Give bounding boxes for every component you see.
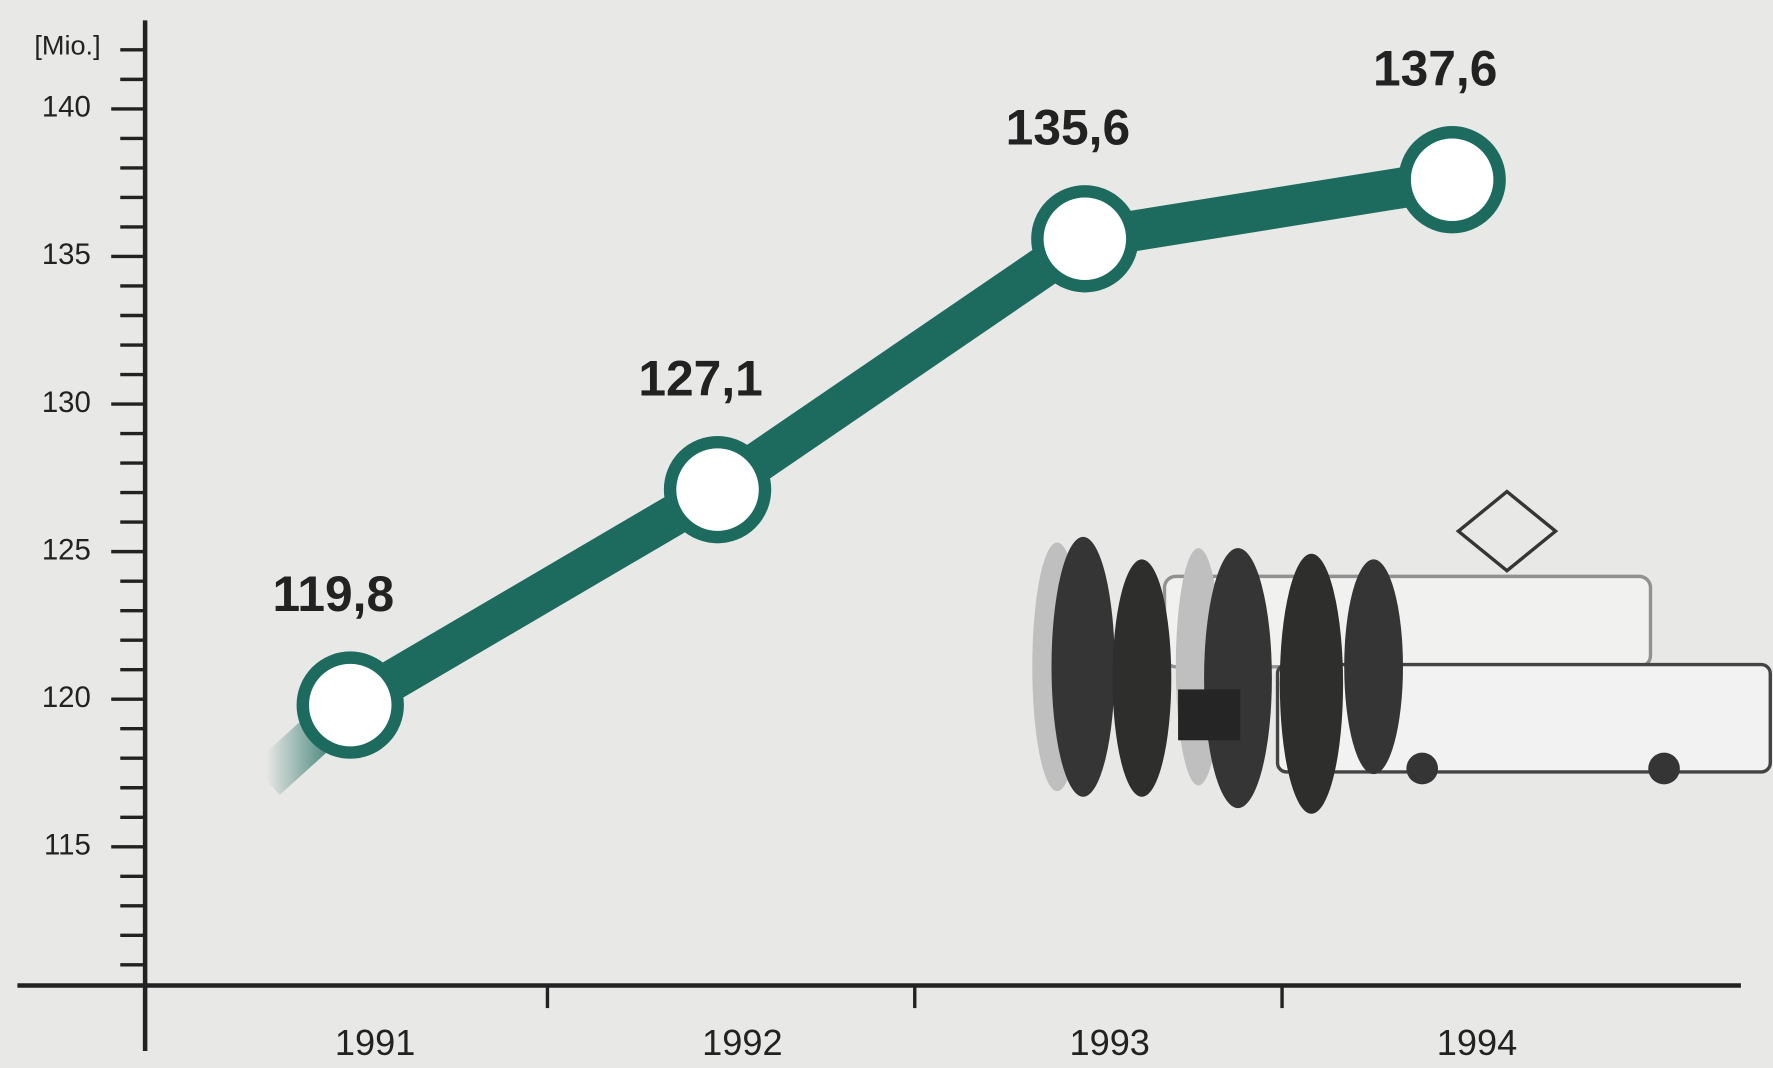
point <box>303 658 398 753</box>
y-tick-label: 120 <box>42 681 91 714</box>
page: [Mio.] 115 120 125 130 135 140 1991 1992 1993 199… <box>0 0 1773 1068</box>
point <box>670 442 765 537</box>
y-tick-label: 115 <box>44 829 91 862</box>
value-label: 119,8 <box>272 566 394 622</box>
y-tick-label: 135 <box>42 238 91 271</box>
x-tick-label: 1991 <box>335 1022 415 1063</box>
y-tick-label: 125 <box>42 533 91 566</box>
x-tick-label: 1994 <box>1437 1022 1517 1063</box>
y-tick-label: 130 <box>42 386 91 419</box>
x-tick-label: 1992 <box>702 1022 782 1063</box>
y-tick-label: 140 <box>42 91 91 124</box>
x-tick-label: 1993 <box>1069 1022 1149 1063</box>
point <box>1405 132 1500 227</box>
chart: [Mio.] 115 120 125 130 135 140 1991 1992 1993 199… <box>0 0 1773 1068</box>
value-label: 137,6 <box>1373 41 1497 97</box>
y-unit-label: [Mio.] <box>34 30 100 61</box>
point <box>1037 191 1132 286</box>
value-label: 127,1 <box>638 350 762 406</box>
background <box>0 0 1772 1068</box>
value-label: 135,6 <box>1006 100 1130 156</box>
